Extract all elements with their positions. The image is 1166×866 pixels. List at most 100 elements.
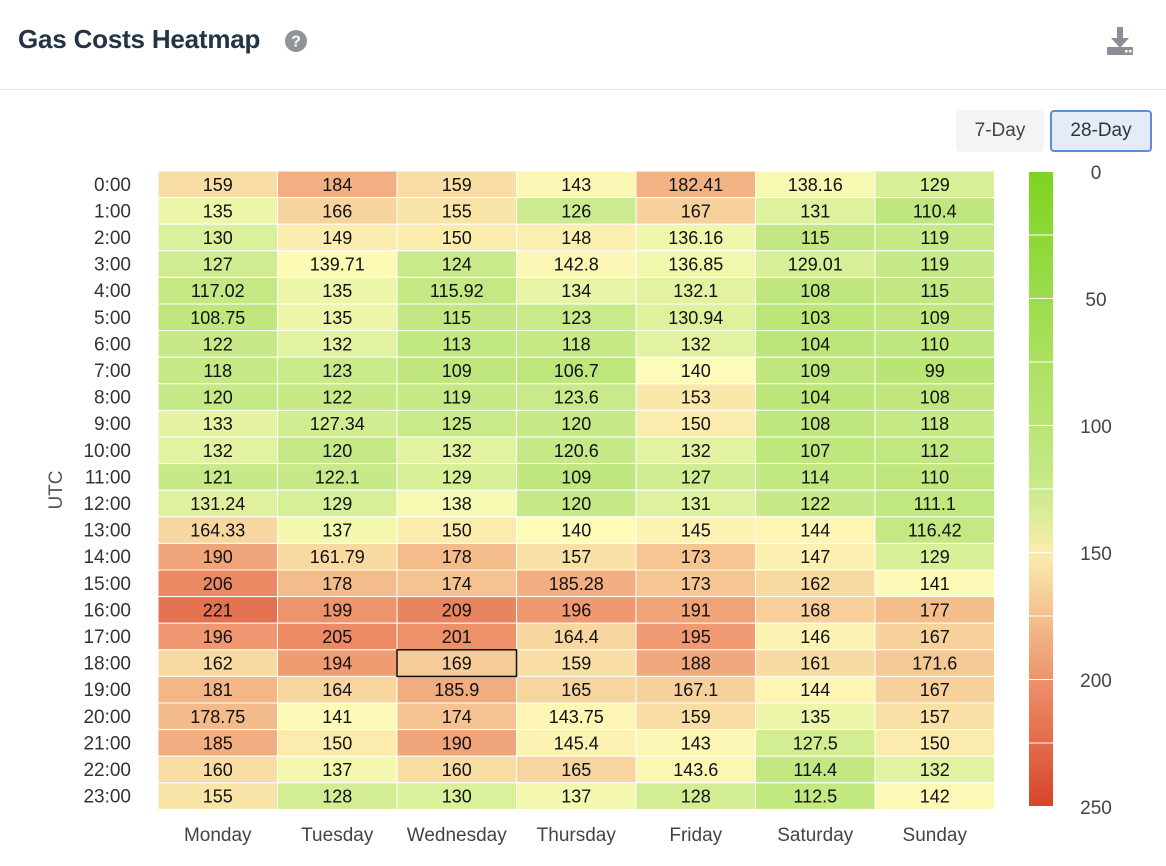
heatmap-cell[interactable] bbox=[874, 436, 995, 465]
heatmap-cell[interactable] bbox=[277, 729, 398, 757]
heatmap-cell[interactable] bbox=[157, 223, 278, 252]
heatmap-cell[interactable] bbox=[874, 383, 995, 411]
heatmap-cell[interactable] bbox=[157, 330, 278, 358]
heatmap-cell[interactable] bbox=[874, 622, 995, 651]
heatmap-cell[interactable] bbox=[396, 223, 517, 252]
heatmap-cell[interactable] bbox=[277, 596, 398, 624]
heatmap-cell[interactable] bbox=[277, 782, 398, 810]
heatmap-cell[interactable] bbox=[277, 356, 398, 385]
heatmap-cell[interactable] bbox=[516, 170, 637, 199]
heatmap-cell[interactable] bbox=[157, 755, 278, 784]
heatmap-cell[interactable] bbox=[277, 463, 398, 491]
heatmap-cell[interactable] bbox=[755, 516, 876, 544]
heatmap-cell[interactable] bbox=[396, 170, 517, 199]
heatmap-cell[interactable] bbox=[874, 596, 995, 624]
heatmap-cell[interactable] bbox=[396, 330, 517, 358]
heatmap-cell[interactable] bbox=[396, 383, 517, 411]
heatmap-cell[interactable] bbox=[635, 702, 756, 731]
heatmap-cell[interactable] bbox=[516, 675, 637, 704]
heatmap-cell[interactable] bbox=[396, 755, 517, 784]
download-icon[interactable] bbox=[1104, 25, 1136, 57]
heatmap-cell[interactable] bbox=[635, 356, 756, 385]
heatmap-cell[interactable] bbox=[635, 170, 756, 199]
heatmap-cell[interactable] bbox=[874, 303, 995, 332]
heatmap-cell[interactable] bbox=[635, 782, 756, 810]
heatmap-cell[interactable] bbox=[157, 197, 278, 225]
heatmap-cell[interactable] bbox=[755, 622, 876, 651]
heatmap-cell[interactable] bbox=[277, 276, 398, 305]
heatmap-cell[interactable] bbox=[516, 330, 637, 358]
heatmap-cell[interactable] bbox=[755, 436, 876, 465]
heatmap-cell[interactable] bbox=[635, 675, 756, 704]
heatmap-cell[interactable] bbox=[157, 356, 278, 385]
heatmap-cell[interactable] bbox=[396, 649, 517, 677]
heatmap-cell[interactable] bbox=[874, 276, 995, 305]
heatmap-cell[interactable] bbox=[157, 702, 278, 731]
heatmap-cell[interactable] bbox=[277, 622, 398, 651]
heatmap-cell[interactable] bbox=[277, 569, 398, 598]
heatmap-cell[interactable] bbox=[874, 489, 995, 518]
heatmap-cell[interactable] bbox=[277, 303, 398, 332]
heatmap-cell[interactable] bbox=[755, 223, 876, 252]
heatmap-cell[interactable] bbox=[755, 702, 876, 731]
heatmap-cell[interactable] bbox=[516, 755, 637, 784]
heatmap-cell[interactable] bbox=[277, 542, 398, 571]
heatmap-cell[interactable] bbox=[157, 463, 278, 491]
heatmap-cell[interactable] bbox=[396, 622, 517, 651]
heatmap-cell[interactable] bbox=[635, 409, 756, 438]
heatmap-cell[interactable] bbox=[157, 303, 278, 332]
heatmap-cell[interactable] bbox=[516, 782, 637, 810]
heatmap-cell[interactable] bbox=[635, 542, 756, 571]
heatmap-cell[interactable] bbox=[277, 755, 398, 784]
heatmap-cell[interactable] bbox=[396, 436, 517, 465]
heatmap-cell[interactable] bbox=[874, 649, 995, 677]
heatmap-cell[interactable] bbox=[874, 755, 995, 784]
heatmap-cell[interactable] bbox=[277, 516, 398, 544]
heatmap-cell[interactable] bbox=[396, 596, 517, 624]
heatmap-cell[interactable] bbox=[755, 569, 876, 598]
question-circle-icon[interactable]: ? bbox=[284, 29, 308, 53]
heatmap-cell[interactable] bbox=[755, 330, 876, 358]
heatmap-cell[interactable] bbox=[635, 489, 756, 518]
heatmap-cell[interactable] bbox=[755, 542, 876, 571]
heatmap-cell[interactable] bbox=[635, 383, 756, 411]
heatmap-cell[interactable] bbox=[157, 250, 278, 278]
heatmap-cell[interactable] bbox=[874, 356, 995, 385]
heatmap-cell[interactable] bbox=[635, 463, 756, 491]
heatmap-cell[interactable] bbox=[516, 436, 637, 465]
heatmap-cell[interactable] bbox=[635, 303, 756, 332]
range-7-day-button[interactable]: 7-Day bbox=[956, 110, 1044, 152]
heatmap-cell[interactable] bbox=[755, 409, 876, 438]
heatmap-cell[interactable] bbox=[277, 702, 398, 731]
heatmap-cell[interactable] bbox=[635, 250, 756, 278]
heatmap-cell[interactable] bbox=[755, 649, 876, 677]
heatmap-cell[interactable] bbox=[516, 622, 637, 651]
heatmap-cell[interactable] bbox=[874, 463, 995, 491]
heatmap-cell[interactable] bbox=[277, 223, 398, 252]
heatmap-cell[interactable] bbox=[755, 356, 876, 385]
heatmap-cell[interactable] bbox=[157, 649, 278, 677]
heatmap-cell[interactable] bbox=[874, 170, 995, 199]
heatmap-cell[interactable] bbox=[874, 675, 995, 704]
heatmap-cell[interactable] bbox=[516, 542, 637, 571]
heatmap-cell[interactable] bbox=[874, 542, 995, 571]
heatmap-cell[interactable] bbox=[396, 356, 517, 385]
heatmap-cell[interactable] bbox=[755, 197, 876, 225]
heatmap-cell[interactable] bbox=[516, 489, 637, 518]
heatmap-cell[interactable] bbox=[635, 569, 756, 598]
heatmap-cell[interactable] bbox=[874, 702, 995, 731]
heatmap-cell[interactable] bbox=[874, 782, 995, 810]
heatmap-cell[interactable] bbox=[157, 782, 278, 810]
heatmap-cell[interactable] bbox=[157, 596, 278, 624]
heatmap-cell[interactable] bbox=[874, 197, 995, 225]
heatmap-cell[interactable] bbox=[277, 250, 398, 278]
range-28-day-button[interactable]: 28-Day bbox=[1050, 110, 1152, 152]
heatmap-cell[interactable] bbox=[157, 436, 278, 465]
heatmap-cell[interactable] bbox=[157, 542, 278, 571]
heatmap-cell[interactable] bbox=[516, 463, 637, 491]
heatmap-cell[interactable] bbox=[396, 782, 517, 810]
heatmap-cell[interactable] bbox=[396, 489, 517, 518]
heatmap-cell[interactable] bbox=[874, 516, 995, 544]
heatmap-cell[interactable] bbox=[874, 409, 995, 438]
heatmap-cell[interactable] bbox=[396, 250, 517, 278]
